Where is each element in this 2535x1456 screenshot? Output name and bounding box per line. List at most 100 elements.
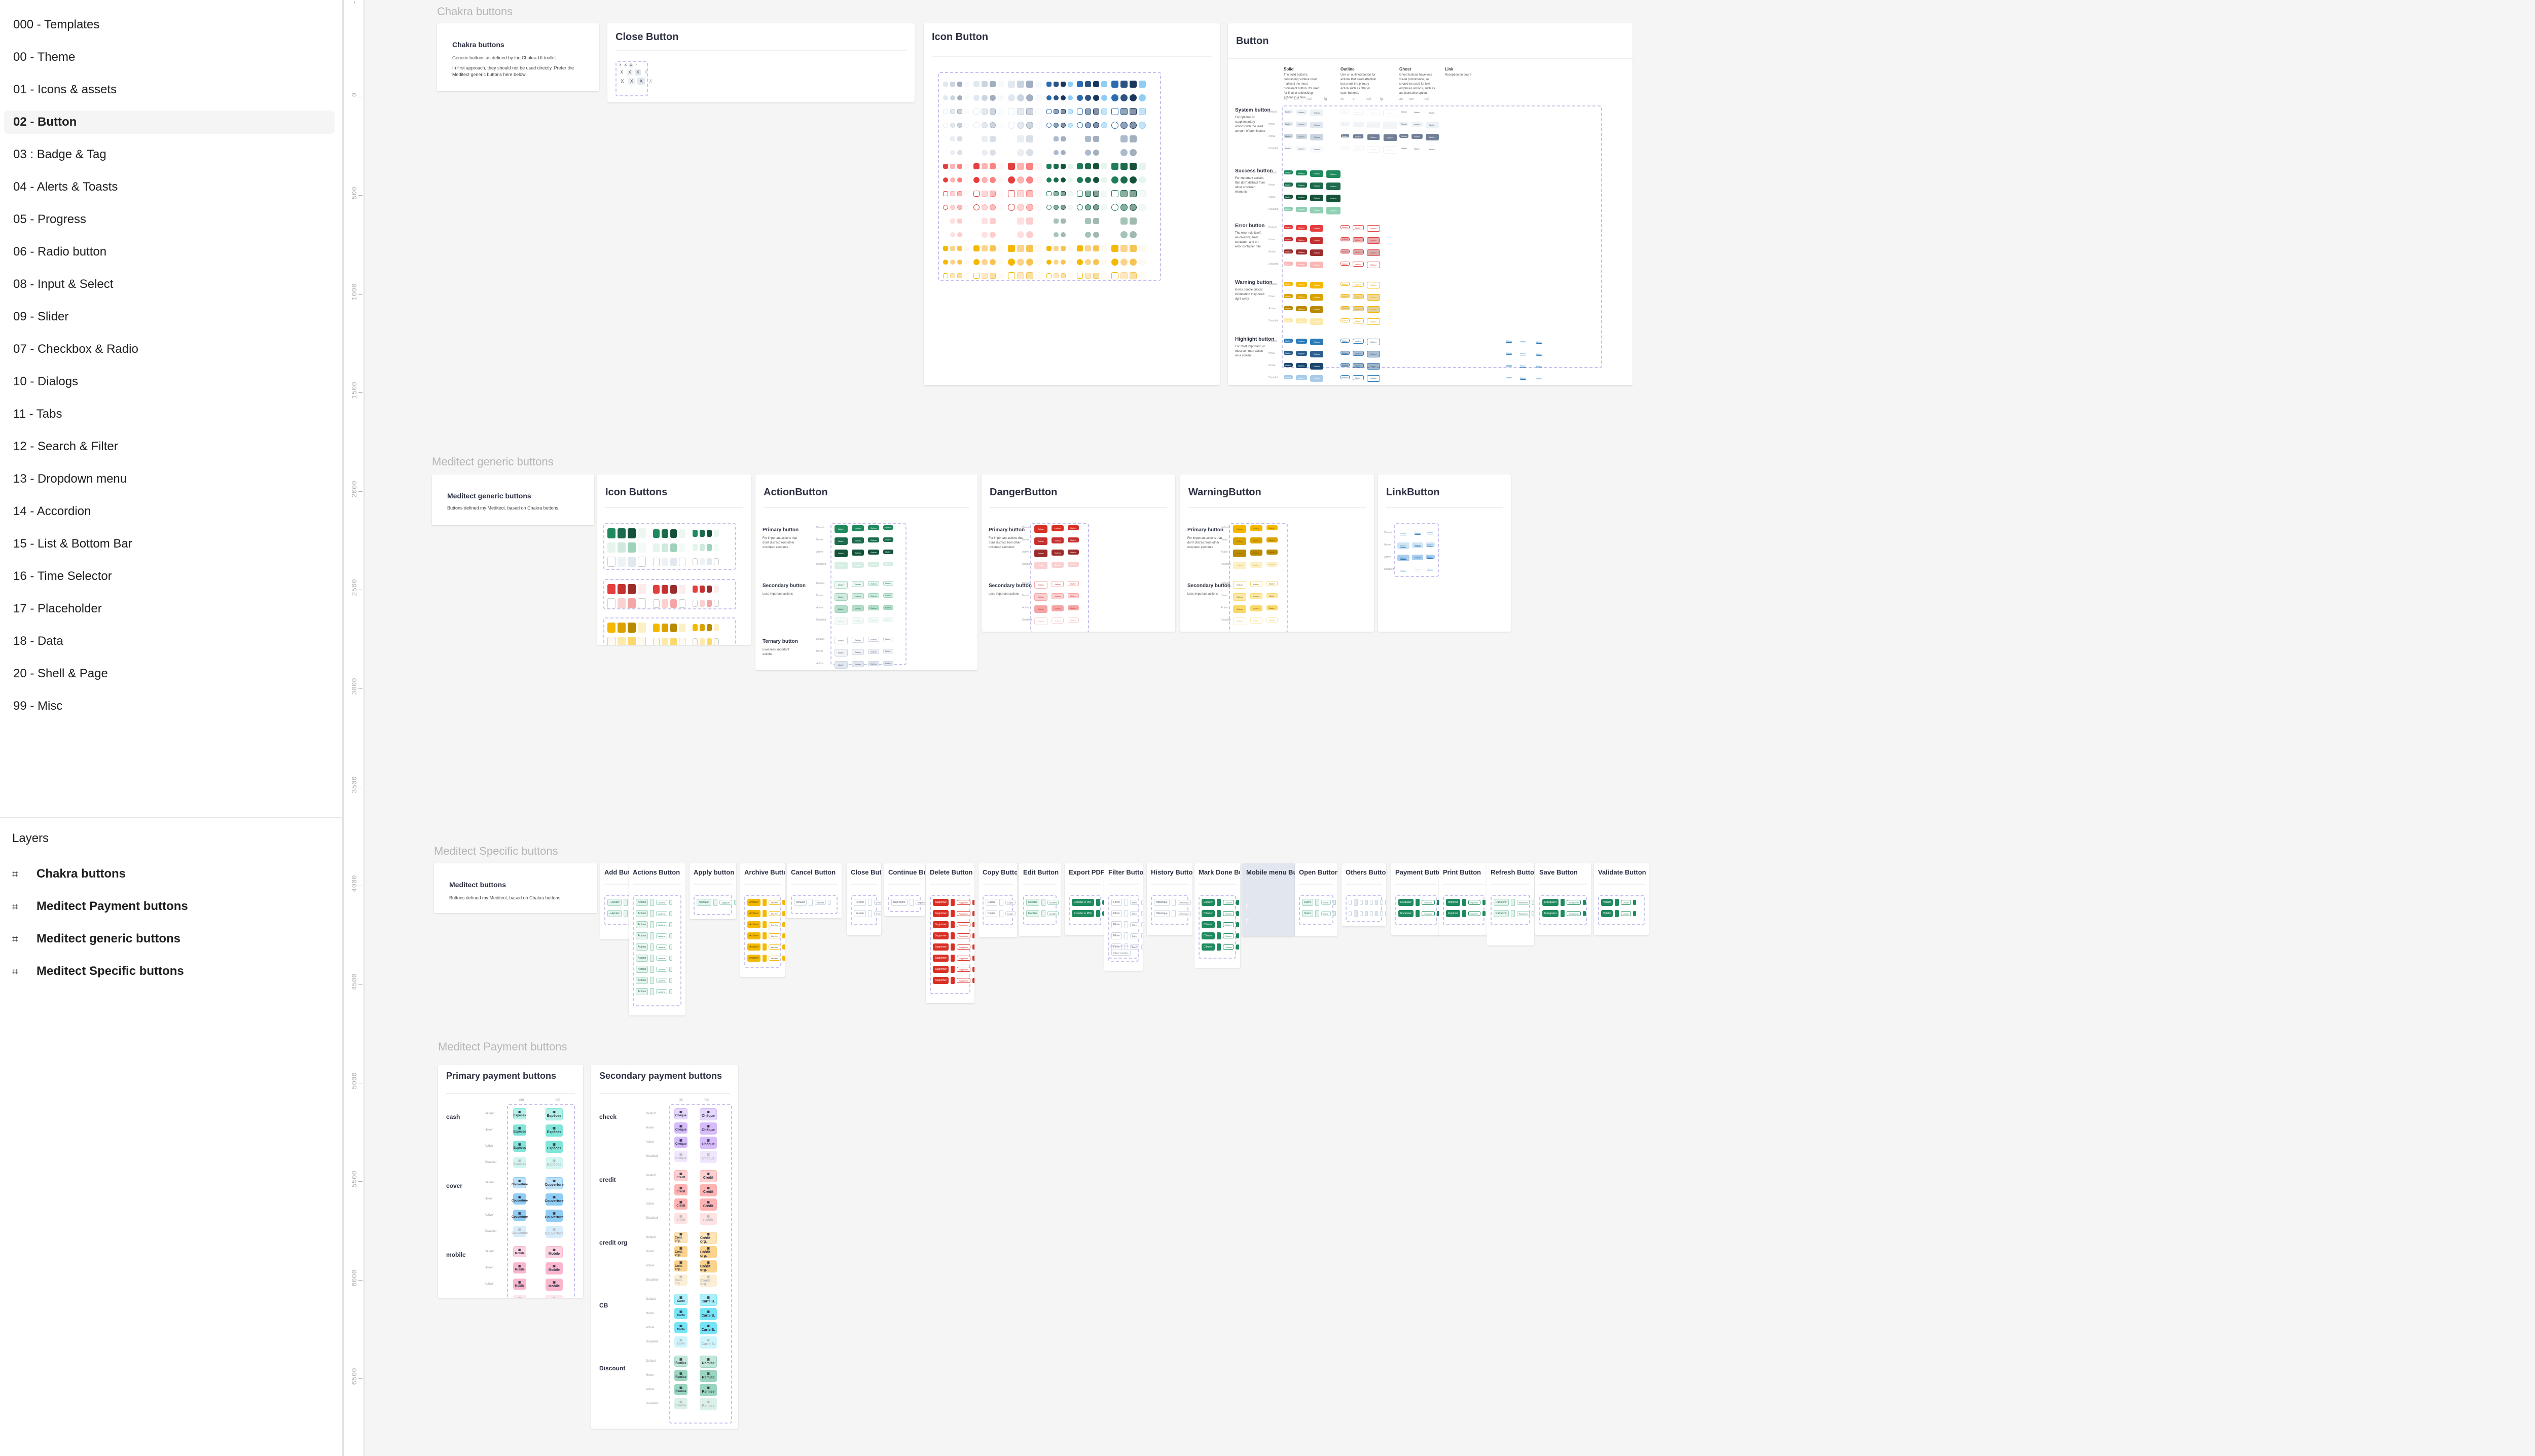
icon-button[interactable] (1130, 176, 1137, 184)
icon-button[interactable] (1120, 107, 1128, 115)
icon-button[interactable] (990, 135, 996, 142)
icon-button[interactable] (1093, 217, 1099, 224)
icon-button[interactable] (700, 600, 705, 607)
button[interactable]: Actions (656, 922, 667, 927)
component-set[interactable]: Copier Copier Copier Copier (983, 895, 1016, 925)
icon-button[interactable] (1026, 203, 1033, 211)
icon-button[interactable] (1077, 81, 1083, 87)
icon-button[interactable] (763, 932, 767, 939)
icon-button[interactable] (1054, 122, 1059, 128)
icon-button[interactable] (1111, 121, 1118, 129)
button[interactable]: Filtrer (1111, 932, 1122, 939)
icon-button[interactable] (951, 977, 955, 984)
icon-button[interactable] (1130, 121, 1137, 129)
button[interactable]: Historique (1177, 900, 1191, 905)
icon-button[interactable] (1633, 911, 1637, 916)
specific-card[interactable]: Refresh Button Rafraîchir Rafraîchir Rafraî… (1487, 863, 1534, 945)
icon-button[interactable] (1375, 911, 1378, 916)
icon-button[interactable] (1130, 272, 1137, 279)
component-set[interactable]: Appliquer Appliquer (694, 895, 736, 915)
icon-button[interactable] (1061, 191, 1066, 196)
button[interactable]: Button (1367, 351, 1380, 357)
icon-button[interactable] (1068, 108, 1073, 114)
icon-button[interactable] (1017, 135, 1024, 142)
button[interactable]: Button (1068, 605, 1079, 610)
icon-button[interactable] (707, 624, 712, 631)
icon-button[interactable] (618, 598, 626, 608)
icon-button[interactable] (693, 624, 698, 631)
icon-button[interactable] (669, 978, 672, 983)
button[interactable]: Archiver (769, 900, 781, 905)
icon-button[interactable] (957, 95, 962, 100)
icon-button[interactable] (1101, 150, 1107, 156)
icon-button[interactable] (1061, 136, 1066, 141)
icon-button[interactable] (662, 599, 668, 608)
icon-button[interactable] (1462, 910, 1466, 917)
icon-button[interactable] (693, 544, 698, 551)
icon-button[interactable] (1171, 910, 1176, 917)
icon-button[interactable] (1026, 149, 1033, 156)
icon-button[interactable] (1085, 94, 1091, 101)
icon-button[interactable] (1061, 122, 1066, 128)
button[interactable]: Button (1266, 605, 1278, 610)
icon-button[interactable] (1101, 190, 1107, 197)
icon-button[interactable] (1093, 259, 1099, 265)
icon-button[interactable] (957, 122, 962, 128)
button[interactable]: Historique (1154, 910, 1170, 917)
icon-button[interactable] (653, 599, 660, 608)
icon-button[interactable] (964, 81, 969, 87)
button[interactable]: Button (1367, 249, 1380, 256)
icon-button[interactable] (1026, 176, 1033, 184)
icon-button[interactable] (1035, 231, 1042, 238)
icon-button[interactable] (1054, 273, 1059, 278)
button[interactable]: Actions (656, 900, 667, 905)
icon-button[interactable] (1111, 203, 1118, 211)
icon-button[interactable] (1120, 176, 1128, 184)
icon-button[interactable] (1130, 80, 1137, 88)
button[interactable]: Button (1296, 237, 1307, 242)
icon-button[interactable] (1035, 107, 1042, 115)
component-set[interactable]: Encaisser Encaisser Encaisser Encaisser (1395, 895, 1440, 925)
icon-button[interactable] (662, 637, 668, 645)
icon-button[interactable] (973, 163, 980, 169)
button[interactable]: Imprimer (1468, 911, 1480, 916)
button[interactable]: Filtrer (1111, 910, 1122, 917)
payment-button[interactable]: ▣Mobile (546, 1246, 563, 1258)
button[interactable]: Button (883, 661, 893, 666)
icon-button[interactable] (782, 911, 785, 916)
icon-button[interactable] (1216, 910, 1221, 917)
icon-button[interactable] (964, 273, 969, 278)
icon-button[interactable] (973, 122, 980, 128)
button[interactable]: Button (1034, 581, 1047, 589)
button[interactable]: Button (835, 562, 848, 569)
component-set[interactable] (1030, 523, 1089, 632)
icon-button[interactable] (972, 922, 974, 927)
icon-button[interactable] (1139, 203, 1146, 211)
icon-button[interactable] (638, 598, 646, 608)
icon-button[interactable] (1068, 95, 1073, 100)
button[interactable]: Button (1233, 581, 1246, 589)
link-button[interactable]: Button (1520, 376, 1526, 379)
icon-button[interactable] (1035, 176, 1042, 184)
button[interactable]: Valider (1621, 900, 1632, 905)
link-button[interactable]: Button (1426, 542, 1435, 547)
button[interactable]: Button (1429, 112, 1435, 114)
icon-button[interactable] (1008, 231, 1015, 238)
icon-button[interactable] (1139, 135, 1146, 142)
icon-button[interactable] (973, 150, 980, 156)
icon-button[interactable] (964, 245, 969, 251)
component-set[interactable]: Enregistrer Enregistrer Enregistrer Enregis… (1539, 895, 1587, 925)
payment-button[interactable]: ▣Mobile (513, 1295, 526, 1298)
icon-button[interactable] (1093, 149, 1099, 156)
icon-button[interactable] (700, 558, 705, 565)
button[interactable]: Button (1233, 525, 1246, 533)
button[interactable]: Button (1296, 183, 1307, 188)
icon-button[interactable] (1054, 191, 1059, 196)
button[interactable]: Button (1296, 170, 1307, 175)
icon-button[interactable] (1068, 259, 1073, 265)
icon-button[interactable] (950, 273, 955, 278)
link-button[interactable]: Button (1520, 352, 1526, 355)
icon-button[interactable] (1139, 107, 1146, 115)
button[interactable]: Button (835, 649, 848, 657)
button[interactable]: Supprimer (957, 944, 970, 950)
